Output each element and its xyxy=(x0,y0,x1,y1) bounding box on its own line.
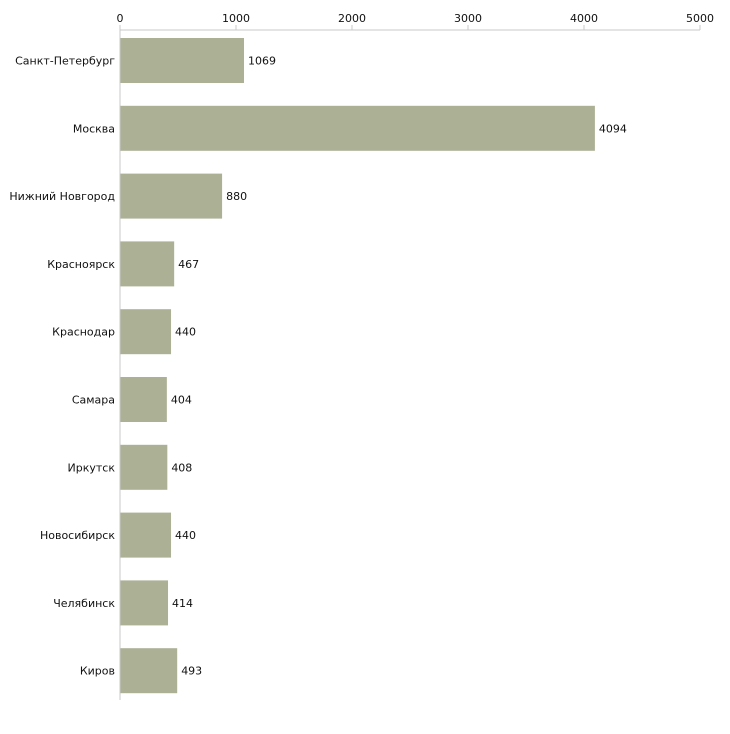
bar xyxy=(120,648,178,694)
x-tick-label: 1000 xyxy=(222,12,250,25)
value-label: 404 xyxy=(171,394,192,407)
bar xyxy=(120,38,245,83)
value-label: 467 xyxy=(178,258,199,271)
value-label: 408 xyxy=(171,461,192,474)
x-tick-label: 3000 xyxy=(454,12,482,25)
x-tick-label: 0 xyxy=(117,12,124,25)
value-label: 440 xyxy=(175,326,196,339)
category-label: Самара xyxy=(72,394,115,407)
bar xyxy=(120,173,223,219)
bar xyxy=(120,444,168,490)
bar xyxy=(120,377,167,422)
value-label: 1069 xyxy=(248,55,276,68)
value-label: 414 xyxy=(172,597,193,610)
x-axis: 0 1000 2000 3000 4000 5000 xyxy=(117,12,714,31)
bar xyxy=(120,309,172,355)
category-label: Новосибирск xyxy=(40,529,115,542)
bar xyxy=(120,105,595,151)
x-tick-label: 2000 xyxy=(338,12,366,25)
value-label: 4094 xyxy=(599,122,627,135)
category-label: Киров xyxy=(80,665,115,678)
bar xyxy=(120,580,169,626)
y-axis: Санкт-Петербург Москва Нижний Новгород Крас… xyxy=(9,30,121,700)
bar xyxy=(120,241,175,287)
category-label: Санкт-Петербург xyxy=(15,55,115,68)
bars: 1069 4094 880 467 440 404 408 440 414 493 xyxy=(120,38,627,694)
value-label: 880 xyxy=(226,190,247,203)
category-label: Нижний Новгород xyxy=(9,190,115,203)
category-label: Краснодар xyxy=(52,326,115,339)
value-label: 493 xyxy=(181,665,202,678)
category-label: Москва xyxy=(73,122,115,135)
category-label: Красноярск xyxy=(47,258,115,271)
value-label: 440 xyxy=(175,529,196,542)
category-label: Челябинск xyxy=(53,597,115,610)
x-tick-label: 5000 xyxy=(686,12,714,25)
x-tick-label: 4000 xyxy=(570,12,598,25)
bar xyxy=(120,512,172,558)
category-label: Иркутск xyxy=(68,461,116,474)
